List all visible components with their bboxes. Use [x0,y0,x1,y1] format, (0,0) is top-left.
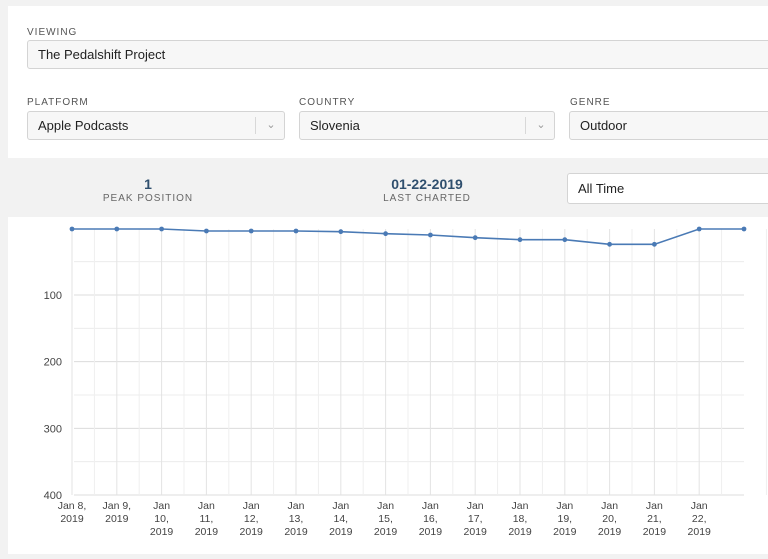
y-tick-label: 400 [44,490,62,502]
chevron-down-icon: ⌄ [266,119,276,131]
data-point [69,226,75,232]
x-tick-label: Jan 9, 2019 [102,500,131,525]
last-charted-label: LAST CHARTED [383,193,471,204]
x-tick-label: Jan 18, 2019 [508,500,532,538]
country-label: COUNTRY [299,97,356,108]
data-point [607,241,612,247]
data-point [114,226,120,232]
data-point [383,231,388,237]
data-point [696,226,702,232]
data-point [652,241,657,247]
chart-container: 100 200 300 400 Jan 8, 2019 Jan 9, 2019 Jan 10, 20… [8,217,768,554]
last-charted-value: 01-22-2019 [391,176,463,192]
data-point [741,226,747,232]
peak-position-label: PEAK POSITION [102,193,194,204]
x-tick-label: Jan 13, 2019 [284,500,308,538]
x-tick-label: Jan 22, 2019 [688,500,712,538]
time-range-select[interactable]: All Time [567,173,768,204]
x-tick-label: Jan 14, 2019 [329,500,353,538]
x-tick-label: Jan 19, 2019 [553,500,577,538]
data-point [472,235,478,241]
x-tick-label: Jan 15, 2019 [374,500,398,538]
data-point [338,229,344,235]
x-tick-label: Jan 12, 2019 [240,500,264,538]
series-line [72,228,744,246]
data-point [159,226,165,232]
platform-select[interactable]: Apple Podcasts ⌄ [27,111,285,140]
data-point [204,228,209,234]
filter-panel: VIEWING The Pedalshift Project PLATFORM … [8,6,768,158]
x-tick-label: Jan 16, 2019 [419,500,443,538]
genre-select[interactable]: Outdoor [569,111,768,140]
country-select-value: Slovenia [310,118,360,133]
y-tick-label: 100 [44,290,62,302]
x-tick-label: Jan 11, 2019 [195,500,219,538]
x-tick-label: Jan 21, 2019 [643,500,667,538]
x-tick-label: Jan 10, 2019 [150,500,174,538]
x-tick-label: Jan 8, 2019 [58,500,87,525]
chevron-down-icon: ⌄ [536,119,546,131]
data-point [248,228,254,234]
viewing-field[interactable]: The Pedalshift Project [27,40,768,69]
data-point [428,232,433,238]
x-tick-label: Jan 20, 2019 [598,500,622,538]
platform-select-value: Apple Podcasts [38,118,129,133]
x-tick-label: Jan 17, 2019 [464,500,488,538]
viewing-label: VIEWING [27,27,78,38]
data-point [517,237,523,243]
genre-label: GENRE [570,97,611,108]
y-tick-label: 300 [44,423,62,435]
country-select[interactable]: Slovenia ⌄ [299,111,555,140]
platform-label: PLATFORM [27,97,89,108]
peak-position-value: 1 [144,176,152,192]
country-select-divider [525,117,526,134]
platform-select-divider [255,117,256,134]
data-point [562,237,568,243]
data-point [293,228,299,234]
y-tick-label: 200 [44,357,62,369]
